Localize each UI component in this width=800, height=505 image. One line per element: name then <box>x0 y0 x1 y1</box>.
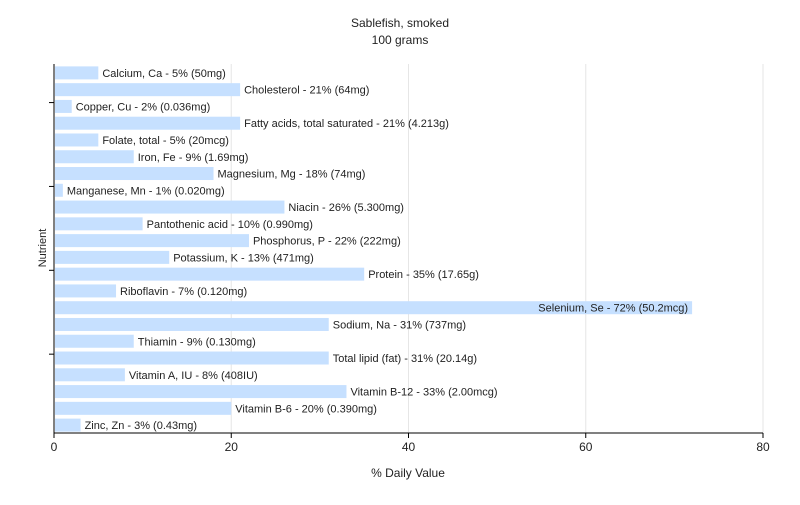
bar-label: Niacin - 26% (5.300mg) <box>288 202 404 214</box>
bar-label: Sodium, Na - 31% (737mg) <box>333 319 466 331</box>
bar-label: Vitamin A, IU - 8% (408IU) <box>129 370 258 382</box>
bar <box>55 66 99 80</box>
bar-label: Copper, Cu - 2% (0.036mg) <box>76 101 211 113</box>
gridlines <box>230 64 764 433</box>
bar-label: Zinc, Zn - 3% (0.43mg) <box>85 420 197 432</box>
bar-label: Fatty acids, total saturated - 21% (4.21… <box>244 118 449 130</box>
x-tick-label: 80 <box>756 440 770 454</box>
bar <box>55 99 72 113</box>
bar-label: Pantothenic acid - 10% (0.990mg) <box>147 219 313 231</box>
bar <box>55 317 329 331</box>
bar-label: Calcium, Ca - 5% (50mg) <box>102 68 225 80</box>
bar-label: Vitamin B-6 - 20% (0.390mg) <box>235 403 377 415</box>
bar-label: Folate, total - 5% (20mcg) <box>102 135 229 147</box>
bar-label: Cholesterol - 21% (64mg) <box>244 85 369 97</box>
bar <box>55 418 81 432</box>
bar-labels: Calcium, Ca - 5% (50mg) Cholesterol - 21%… <box>67 68 688 432</box>
bar-label: Vitamin B-12 - 33% (2.00mcg) <box>350 387 497 399</box>
bar <box>55 267 365 281</box>
bar <box>55 250 170 264</box>
bar-label: Phosphorus, P - 22% (222mg) <box>253 236 401 248</box>
bar <box>55 368 125 382</box>
bar <box>55 351 329 365</box>
bar-label: Manganese, Mn - 1% (0.020mg) <box>67 185 225 197</box>
bar <box>55 385 347 399</box>
bar-label: Selenium, Se - 72% (50.2mcg) <box>538 303 688 315</box>
x-tick-label: 0 <box>51 440 58 454</box>
x-tick-label: 20 <box>225 440 239 454</box>
x-tick-label: 40 <box>402 440 416 454</box>
bar <box>55 116 241 130</box>
bar <box>55 401 232 415</box>
bar <box>55 301 693 315</box>
bar <box>55 133 99 147</box>
bar-label: Magnesium, Mg - 18% (74mg) <box>218 169 366 181</box>
bar <box>55 334 134 348</box>
y-axis-title: Nutrient <box>37 229 49 268</box>
bar <box>55 150 134 164</box>
bar-label: Thiamin - 9% (0.130mg) <box>138 336 256 348</box>
bar <box>55 167 214 181</box>
bar-label: Riboflavin - 7% (0.120mg) <box>120 286 247 298</box>
bar-label: Total lipid (fat) - 31% (20.14g) <box>333 353 477 365</box>
bar-label: Protein - 35% (17.65g) <box>368 269 479 281</box>
bar <box>55 183 63 197</box>
bar-label: Iron, Fe - 9% (1.69mg) <box>138 152 249 164</box>
bar <box>55 200 285 214</box>
bars <box>55 66 693 432</box>
chart-subtitle: 100 grams <box>372 33 429 47</box>
chart-title: Sablefish, smoked <box>351 16 449 30</box>
bar <box>55 217 143 231</box>
axes: 0 20 40 60 80 <box>49 64 770 454</box>
x-axis-title: % Daily Value <box>371 466 445 480</box>
bar-label: Potassium, K - 13% (471mg) <box>173 252 314 264</box>
x-tick-label: 60 <box>579 440 593 454</box>
bar <box>55 234 249 248</box>
bar <box>55 83 241 97</box>
bar <box>55 284 117 298</box>
